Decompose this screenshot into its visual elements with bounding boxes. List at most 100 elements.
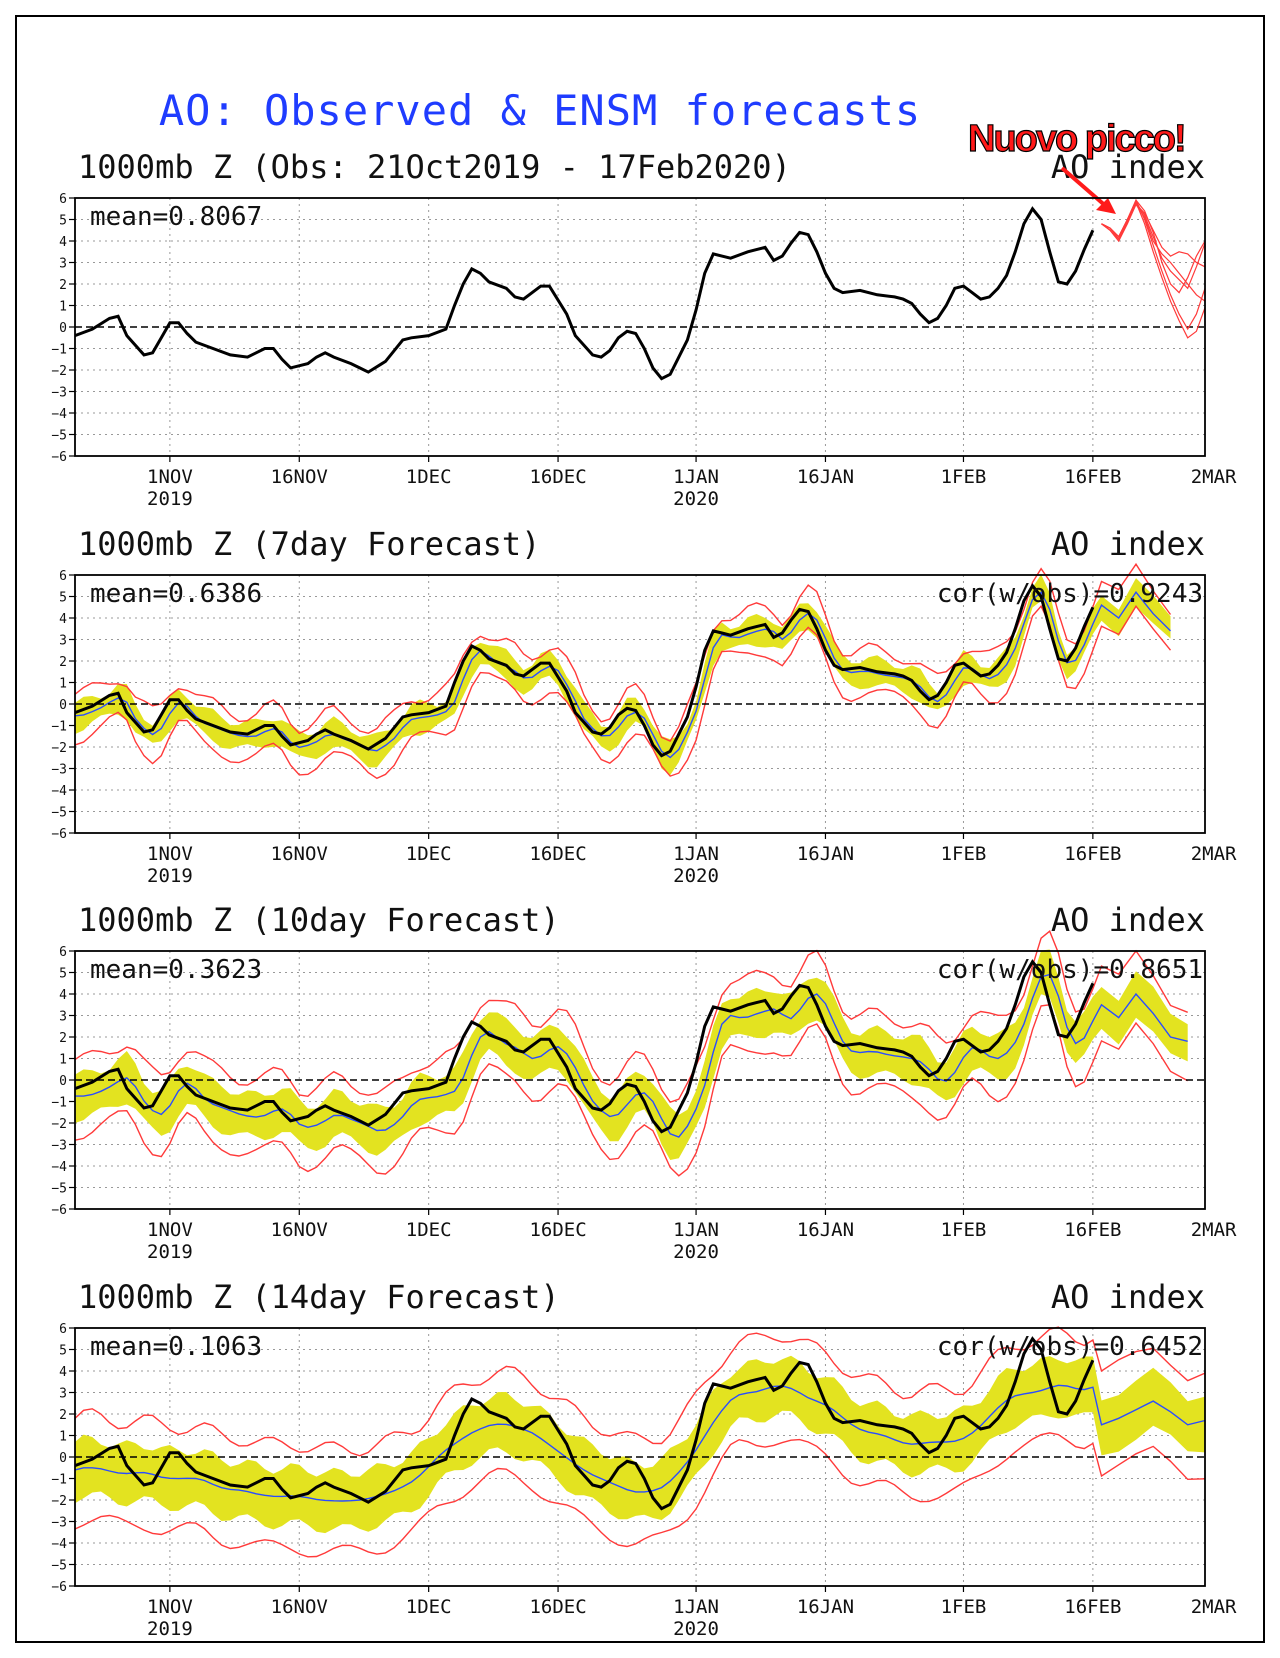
y-tick-label: −4 xyxy=(51,1160,67,1175)
x-tick-year-label: 2019 xyxy=(147,488,193,510)
y-tick-label: 1 xyxy=(59,300,67,315)
y-tick-label: 5 xyxy=(59,1344,67,1359)
member-lower-line xyxy=(74,604,1172,780)
y-tick-label: −5 xyxy=(51,429,67,444)
chart-panel-3: 1000mb Z (10day Forecast) AO index 6 5 4 3 2 1 0… xyxy=(51,901,1237,1263)
y-tick-label: −6 xyxy=(51,450,67,465)
x-tick-label: 1JAN xyxy=(673,466,719,488)
x-tick-label: 1NOV xyxy=(147,1219,193,1241)
y-tick-label: −1 xyxy=(51,343,67,358)
x-tick-label: 2MAR xyxy=(1191,1219,1237,1241)
x-tick-label: 16DEC xyxy=(529,843,586,865)
observed-line xyxy=(74,583,1095,758)
y-tick-label: −1 xyxy=(51,1096,67,1111)
y-tick-label: −5 xyxy=(51,1182,67,1197)
y-tick-label: −3 xyxy=(51,763,67,778)
x-tick-label: 1JAN xyxy=(673,1219,719,1241)
observed-line xyxy=(74,206,1095,381)
member-upper-line xyxy=(74,1326,1206,1457)
x-tick-label: 16NOV xyxy=(271,1596,328,1618)
member-lower-line xyxy=(74,1432,1206,1558)
x-tick-label: 16NOV xyxy=(271,1219,328,1241)
panel-title: 1000mb Z (7day Forecast) xyxy=(78,525,540,563)
x-tick-label: 1DEC xyxy=(406,1596,452,1618)
y-tick-label: −5 xyxy=(51,1559,67,1574)
y-tick-label: 3 xyxy=(59,1387,67,1402)
mean-label: mean=0.1063 xyxy=(90,1332,262,1362)
y-tick-label: 4 xyxy=(59,988,67,1003)
mean-label: mean=0.3623 xyxy=(90,955,262,985)
y-tick-label: −2 xyxy=(51,1494,67,1509)
y-tick-label: 3 xyxy=(59,257,67,272)
ao-index-label: AO index xyxy=(1051,525,1205,563)
x-tick-label: 1NOV xyxy=(147,843,193,865)
y-tick-label: −3 xyxy=(51,1139,67,1154)
y-tick-label: −1 xyxy=(51,720,67,735)
y-tick-label: −4 xyxy=(51,784,67,799)
x-tick-label: 16DEC xyxy=(529,466,586,488)
y-tick-label: 5 xyxy=(59,967,67,982)
y-tick-label: 6 xyxy=(59,192,67,207)
y-tick-label: −3 xyxy=(51,386,67,401)
member-upper-line xyxy=(74,930,1188,1104)
y-tick-label: −2 xyxy=(51,364,67,379)
x-tick-label: 16FEB xyxy=(1064,1219,1121,1241)
chart-panel-4: 1000mb Z (14day Forecast) AO index 6 5 4 3 2 1 0… xyxy=(51,1278,1237,1640)
x-tick-year-label: 2020 xyxy=(673,488,719,510)
x-tick-label: 16NOV xyxy=(271,466,328,488)
annotation-arrow xyxy=(1060,166,1110,210)
correlation-label: cor(w/obs)=0.8651 xyxy=(937,955,1203,985)
y-tick-label: −2 xyxy=(51,1117,67,1132)
mean-label: mean=0.6386 xyxy=(90,579,262,609)
main-title: AO: Observed & ENSM forecasts xyxy=(158,86,922,135)
x-tick-label: 2MAR xyxy=(1191,1596,1237,1618)
y-tick-label: 2 xyxy=(59,655,67,670)
ensemble-mean-line xyxy=(75,973,1188,1138)
y-tick-label: 1 xyxy=(59,677,67,692)
x-tick-label: 16JAN xyxy=(797,843,854,865)
y-tick-label: 0 xyxy=(59,1451,67,1466)
y-tick-label: −6 xyxy=(51,1580,67,1595)
y-tick-label: −6 xyxy=(51,827,67,842)
x-tick-label: 1JAN xyxy=(673,843,719,865)
x-tick-label: 1FEB xyxy=(941,466,987,488)
y-tick-label: 6 xyxy=(59,569,67,584)
y-tick-label: −1 xyxy=(51,1473,67,1488)
chart-panel-1: 1000mb Z (Obs: 21Oct2019 - 17Feb2020) AO … xyxy=(51,148,1237,510)
ensemble-mean-line xyxy=(74,591,1171,759)
observed-line xyxy=(74,959,1095,1134)
y-tick-label: −2 xyxy=(51,741,67,756)
x-tick-label: 1FEB xyxy=(941,1596,987,1618)
correlation-label: cor(w/obs)=0.6452 xyxy=(937,1332,1203,1362)
y-tick-label: −4 xyxy=(51,1537,67,1552)
x-tick-label: 16JAN xyxy=(797,1219,854,1241)
x-tick-label: 1DEC xyxy=(406,466,452,488)
ao-index-label: AO index xyxy=(1051,901,1205,939)
x-tick-year-label: 2020 xyxy=(673,865,719,887)
y-tick-label: 2 xyxy=(59,278,67,293)
y-tick-label: 0 xyxy=(59,698,67,713)
panel-title: 1000mb Z (14day Forecast) xyxy=(78,1278,560,1316)
x-tick-year-label: 2019 xyxy=(147,1241,193,1263)
forecast-member-line xyxy=(1101,199,1206,294)
y-tick-label: −3 xyxy=(51,1516,67,1531)
x-tick-label: 16FEB xyxy=(1064,466,1121,488)
x-tick-label: 2MAR xyxy=(1191,466,1237,488)
peak-annotation: Nuovo picco! xyxy=(967,117,1187,160)
x-tick-label: 1FEB xyxy=(941,843,987,865)
chart-panel-2: 1000mb Z (7day Forecast) AO index 6 5 4 3 2 1 0 −… xyxy=(51,525,1237,887)
y-tick-label: 5 xyxy=(59,591,67,606)
y-tick-label: 6 xyxy=(59,1322,67,1337)
y-tick-label: 4 xyxy=(59,235,67,250)
y-tick-label: 0 xyxy=(59,1074,67,1089)
forecast-member-line xyxy=(1101,203,1206,302)
y-tick-label: 1 xyxy=(59,1053,67,1068)
y-tick-label: 6 xyxy=(59,945,67,960)
y-tick-label: 4 xyxy=(59,1365,67,1380)
x-tick-label: 16JAN xyxy=(797,1596,854,1618)
x-tick-label: 1DEC xyxy=(406,1219,452,1241)
y-tick-label: −6 xyxy=(51,1203,67,1218)
x-tick-label: 16JAN xyxy=(797,466,854,488)
x-tick-label: 1NOV xyxy=(147,1596,193,1618)
y-tick-label: 4 xyxy=(59,612,67,627)
